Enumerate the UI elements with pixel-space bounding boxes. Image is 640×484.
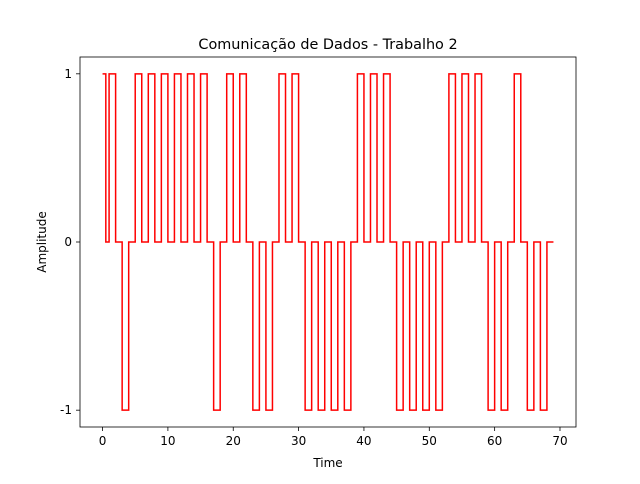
signal-line bbox=[102, 73, 554, 411]
chart-title: Comunicação de Dados - Trabalho 2 bbox=[198, 37, 457, 53]
x-tick-label: 30 bbox=[291, 434, 306, 448]
x-tick-label: 40 bbox=[356, 434, 371, 448]
plot-frame bbox=[79, 56, 577, 428]
x-tick-label: 10 bbox=[160, 434, 175, 448]
y-axis-label: Amplitude bbox=[35, 211, 49, 273]
y-tick-label: -1 bbox=[60, 403, 72, 417]
x-tick-label: 60 bbox=[487, 434, 502, 448]
x-axis-label: Time bbox=[312, 456, 342, 470]
x-tick-label: 0 bbox=[99, 434, 107, 448]
x-tick-label: 20 bbox=[226, 434, 241, 448]
y-tick-label: 0 bbox=[64, 235, 72, 249]
x-tick-label: 70 bbox=[552, 434, 567, 448]
y-tick-label: 1 bbox=[64, 67, 72, 81]
x-tick-label: 50 bbox=[422, 434, 437, 448]
